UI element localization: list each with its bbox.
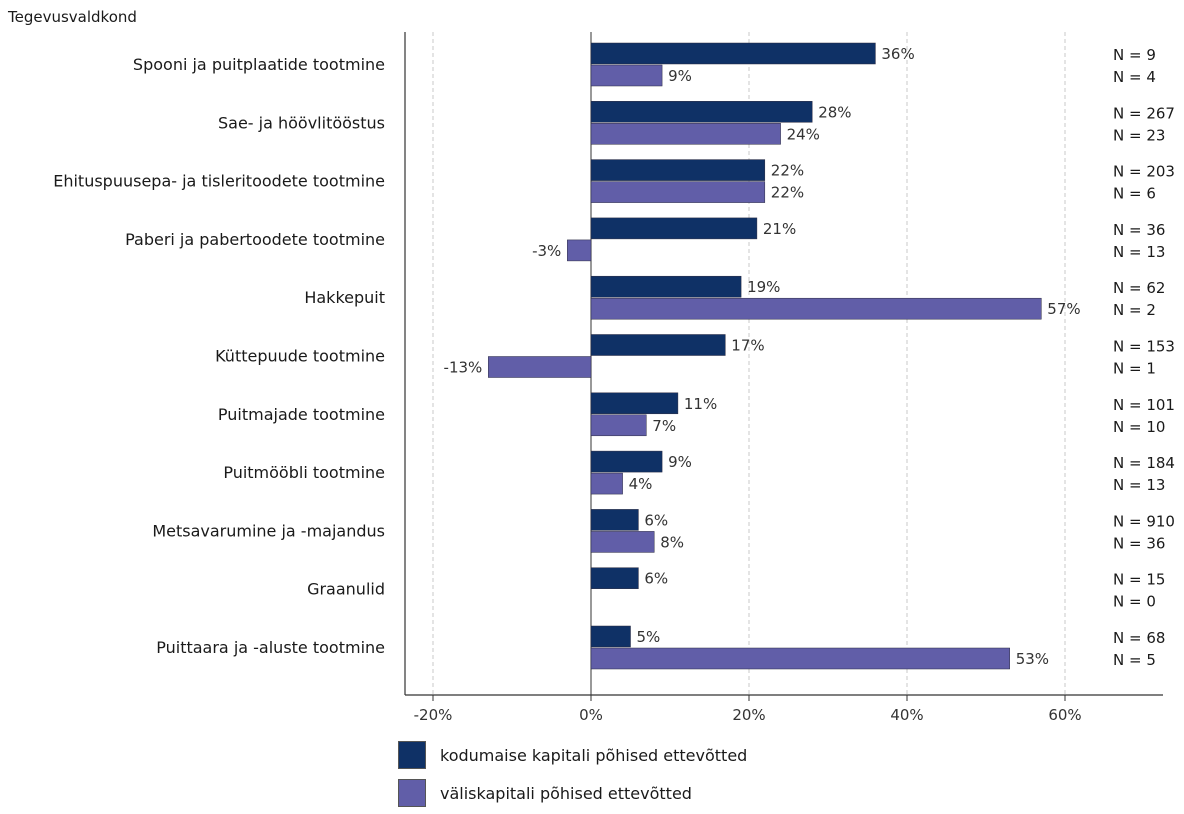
bar-domestic [590,159,766,181]
bar-domestic [590,567,639,589]
x-tick-label: 20% [732,706,765,724]
data-label: 22% [771,162,804,180]
bar-foreign [567,239,592,262]
bar-domestic [590,509,639,531]
x-tick-label: 60% [1048,706,1081,724]
labels: -20% 0% 20% 40% 60% Spooni ja puitplaatide to… [53,45,1175,724]
n-label: N = 153 [1113,338,1175,356]
data-label: 17% [731,337,764,355]
n-label: N = 203 [1113,163,1175,181]
n-label: N = 62 [1113,279,1165,297]
data-label: 28% [818,103,851,121]
bar-domestic [590,275,742,298]
n-label: N = 4 [1113,68,1156,86]
category-label: Metsavarumine ja -majandus [152,521,385,540]
n-label: N = 2 [1113,301,1156,319]
data-label: -3% [532,242,561,260]
category-label: Ehituspuusepa- ja tisleritoodete tootmin… [53,172,385,191]
bar-foreign [590,123,781,145]
bar-domestic [590,42,876,65]
data-label: 4% [629,475,653,493]
bar-domestic [590,334,726,356]
data-label: 6% [644,570,668,588]
category-label: Puitmööbli tootmine [223,463,385,482]
x-tick-label: 0% [579,706,603,724]
bar-domestic [590,217,758,240]
legend-item-domestic: kodumaise kapitali põhised ettevõtted [398,738,747,772]
category-label: Paberi ja pabertoodete tootmine [125,230,385,249]
n-label: N = 13 [1113,476,1165,494]
legend: kodumaise kapitali põhised ettevõtted vä… [398,738,747,814]
n-label: N = 6 [1113,185,1156,203]
data-label: 36% [881,45,914,63]
n-label: N = 1 [1113,360,1156,378]
data-label: 21% [763,220,796,238]
n-label: N = 267 [1113,104,1175,122]
bar-foreign [488,356,592,378]
n-label: N = 23 [1113,126,1165,144]
n-label: N = 5 [1113,651,1156,669]
bar-foreign [590,181,766,203]
legend-label-domestic: kodumaise kapitali põhised ettevõtted [440,745,748,765]
bar-foreign [590,414,647,437]
data-label: 5% [637,628,661,646]
legend-item-foreign: väliskapitali põhised ettevõtted [398,776,747,810]
bar-foreign [590,64,663,87]
bar-domestic [590,450,663,473]
data-label: 9% [668,453,692,471]
data-label: 24% [787,125,820,143]
data-label: 9% [668,67,692,85]
legend-swatch-foreign [398,779,426,807]
n-label: N = 9 [1113,46,1156,64]
category-label: Hakkepuit [304,288,385,307]
n-label: N = 15 [1113,571,1165,589]
category-label: Küttepuude tootmine [215,347,385,366]
data-label: 57% [1047,300,1080,318]
bar-domestic [590,625,631,648]
data-label: 19% [747,278,780,296]
x-tick-label: -20% [414,706,453,724]
data-label: 22% [771,184,804,202]
data-label: 7% [652,417,676,435]
bar-foreign [590,531,655,553]
n-label: N = 101 [1113,396,1175,414]
bars [488,42,1042,670]
n-label: N = 910 [1113,512,1175,530]
data-label: 8% [660,533,684,551]
category-label: Spooni ja puitplaatide tootmine [133,55,385,74]
n-label: N = 184 [1113,454,1175,472]
n-label: N = 68 [1113,629,1165,647]
data-label: -13% [444,359,483,377]
category-label: Graanulid [307,580,385,599]
bar-domestic [590,101,813,123]
data-label: 11% [684,395,717,413]
n-label: N = 13 [1113,243,1165,261]
data-label: 53% [1016,650,1049,668]
data-label: 6% [644,511,668,529]
n-label: N = 36 [1113,534,1165,552]
category-label: Puittaara ja -aluste tootmine [156,638,385,657]
gridlines [432,32,1066,695]
bar-domestic [590,392,679,415]
category-label: Puitmajade tootmine [218,405,385,424]
category-axis-title: Tegevusvaldkond [7,8,137,26]
category-label: Sae- ja höövlitööstus [218,113,385,132]
n-label: N = 10 [1113,418,1165,436]
bar-chart: Tegevusvaldkond -20% 0% 20% 40% 60% Spooni ja… [7,8,1175,724]
legend-swatch-domestic [398,741,426,769]
x-tick-label: 40% [890,706,923,724]
bar-foreign [590,297,1042,320]
bar-foreign [590,647,1010,670]
bar-foreign [590,472,623,495]
legend-label-foreign: väliskapitali põhised ettevõtted [440,783,692,803]
n-label: N = 0 [1113,593,1156,611]
n-label: N = 36 [1113,221,1165,239]
